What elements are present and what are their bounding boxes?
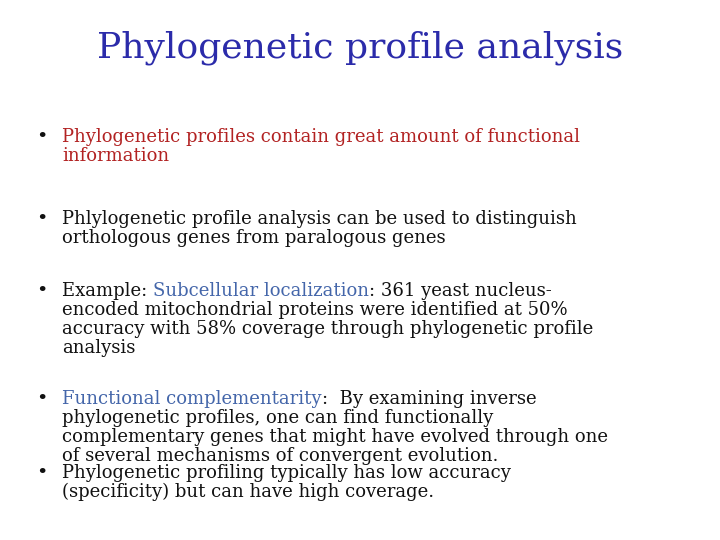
Text: phylogenetic profiles, one can find functionally: phylogenetic profiles, one can find func… [62,409,493,427]
Text: of several mechanisms of convergent evolution.: of several mechanisms of convergent evol… [62,447,498,465]
Text: Functional complementarity: Functional complementarity [62,390,322,408]
Text: Phylogenetic profiling typically has low accuracy: Phylogenetic profiling typically has low… [62,464,511,482]
Text: (specificity) but can have high coverage.: (specificity) but can have high coverage… [62,483,434,501]
Text: :  By examining inverse: : By examining inverse [322,390,536,408]
Text: •: • [36,464,48,482]
Text: encoded mitochondrial proteins were identified at 50%: encoded mitochondrial proteins were iden… [62,301,567,319]
Text: Example:: Example: [62,282,153,300]
Text: complementary genes that might have evolved through one: complementary genes that might have evol… [62,428,608,446]
Text: •: • [36,282,48,300]
Text: : 361 yeast nucleus-: : 361 yeast nucleus- [369,282,552,300]
Text: Phylogenetic profiles contain great amount of functional: Phylogenetic profiles contain great amou… [62,128,580,146]
Text: Subcellular localization: Subcellular localization [153,282,369,300]
Text: analysis: analysis [62,339,135,357]
Text: information: information [62,147,169,165]
Text: •: • [36,390,48,408]
Text: orthologous genes from paralogous genes: orthologous genes from paralogous genes [62,229,446,247]
Text: Phlylogenetic profile analysis can be used to distinguish: Phlylogenetic profile analysis can be us… [62,210,577,228]
Text: Phylogenetic profile analysis: Phylogenetic profile analysis [97,31,623,65]
Text: •: • [36,210,48,228]
Text: accuracy with 58% coverage through phylogenetic profile: accuracy with 58% coverage through phylo… [62,320,593,338]
Text: •: • [36,128,48,146]
